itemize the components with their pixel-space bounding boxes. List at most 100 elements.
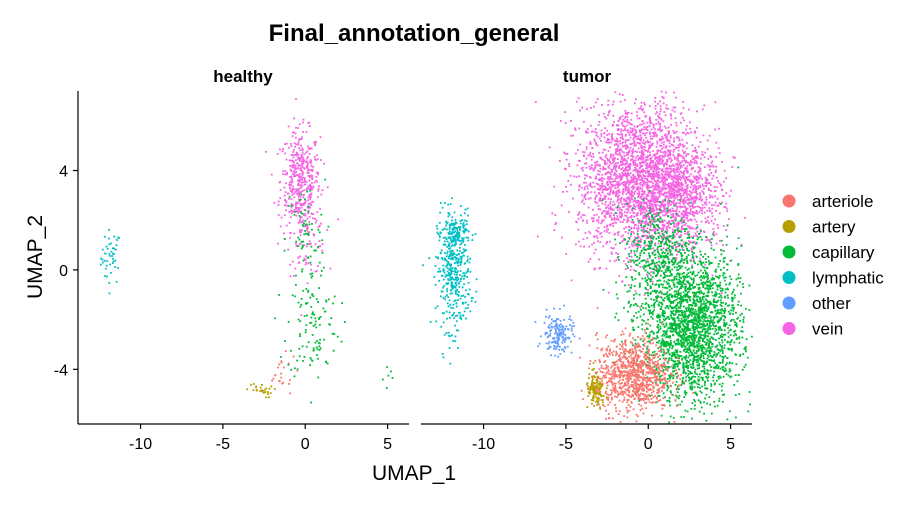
point-vein (659, 139, 661, 142)
point-vein (636, 163, 639, 166)
point-lymphatic (464, 229, 466, 232)
point-vein (701, 177, 704, 180)
point-capillary (737, 273, 740, 276)
point-vein (640, 226, 643, 229)
point-lymphatic (449, 255, 451, 257)
point-vein (639, 134, 642, 137)
point-vein (662, 102, 665, 105)
point-vein (297, 208, 300, 210)
point-vein (629, 269, 632, 271)
point-vein (603, 188, 606, 190)
point-vein (637, 107, 640, 110)
point-vein (656, 174, 659, 177)
point-vein (605, 207, 607, 209)
point-vein (725, 192, 728, 194)
point-lymphatic (448, 272, 450, 274)
point-vein (623, 227, 626, 230)
point-vein (672, 106, 675, 109)
point-lymphatic (442, 243, 445, 246)
point-vein (655, 201, 658, 203)
point-vein (672, 188, 675, 191)
point-vein (293, 154, 296, 157)
point-capillary (666, 341, 669, 344)
point-vein (660, 176, 663, 179)
point-other (537, 345, 539, 348)
point-vein (584, 194, 586, 197)
point-vein (659, 176, 662, 179)
point-vein (643, 175, 646, 178)
point-vein (590, 155, 593, 158)
point-lymphatic (446, 250, 449, 253)
point-vein (678, 161, 681, 164)
point-vein (310, 204, 312, 206)
point-vein (665, 107, 668, 110)
point-vein (585, 162, 588, 165)
point-vein (565, 168, 567, 171)
point-capillary (718, 327, 721, 330)
point-vein (307, 262, 310, 265)
point-vein (684, 182, 687, 185)
point-vein (640, 108, 643, 111)
point-capillary (682, 333, 685, 335)
point-capillary (721, 346, 724, 349)
point-vein (701, 212, 704, 215)
point-vein (298, 207, 301, 209)
point-vein (668, 165, 671, 168)
point-vein (644, 164, 647, 167)
point-vein (685, 142, 688, 144)
point-vein (703, 211, 706, 214)
point-vein (690, 192, 693, 195)
point-vein (606, 172, 609, 175)
point-vein (277, 242, 279, 245)
point-vein (610, 223, 613, 226)
point-vein (680, 181, 683, 184)
point-vein (652, 173, 654, 176)
point-capillary (634, 270, 637, 273)
point-vein (627, 219, 630, 222)
point-other (562, 328, 565, 331)
point-vein (598, 199, 601, 202)
point-capillary (697, 310, 700, 313)
point-lymphatic (451, 244, 454, 247)
point-vein (676, 186, 679, 189)
point-vein (668, 182, 670, 185)
point-vein (290, 198, 293, 200)
point-lymphatic (461, 302, 464, 305)
point-vein (624, 134, 627, 137)
point-lymphatic (455, 284, 458, 287)
point-capillary (314, 317, 317, 320)
point-vein (706, 139, 709, 142)
point-vein (599, 186, 602, 189)
point-vein (579, 160, 581, 162)
point-vein (673, 172, 676, 174)
point-vein (613, 214, 615, 217)
point-capillary (713, 298, 716, 301)
point-vein (292, 173, 294, 175)
point-vein (666, 235, 669, 238)
point-vein (644, 223, 647, 225)
point-capillary (305, 223, 308, 226)
point-vein (740, 243, 743, 246)
point-vein (608, 180, 611, 183)
point-vein (605, 195, 608, 198)
point-vein (599, 184, 601, 187)
point-arteriole (280, 360, 283, 363)
point-vein (308, 215, 311, 218)
point-vein (696, 230, 699, 233)
point-vein (592, 217, 595, 220)
point-vein (639, 107, 642, 110)
point-capillary (689, 387, 692, 390)
point-lymphatic (434, 265, 437, 267)
point-vein (314, 270, 317, 273)
point-vein (679, 121, 682, 124)
point-other (557, 355, 560, 358)
point-lymphatic (108, 237, 110, 240)
point-vein (646, 188, 649, 191)
point-capillary (749, 403, 751, 406)
point-vein (611, 180, 614, 183)
point-capillary (708, 396, 711, 399)
point-other (559, 308, 561, 310)
point-other (545, 308, 548, 311)
point-vein (294, 145, 297, 148)
point-vein (299, 216, 302, 219)
